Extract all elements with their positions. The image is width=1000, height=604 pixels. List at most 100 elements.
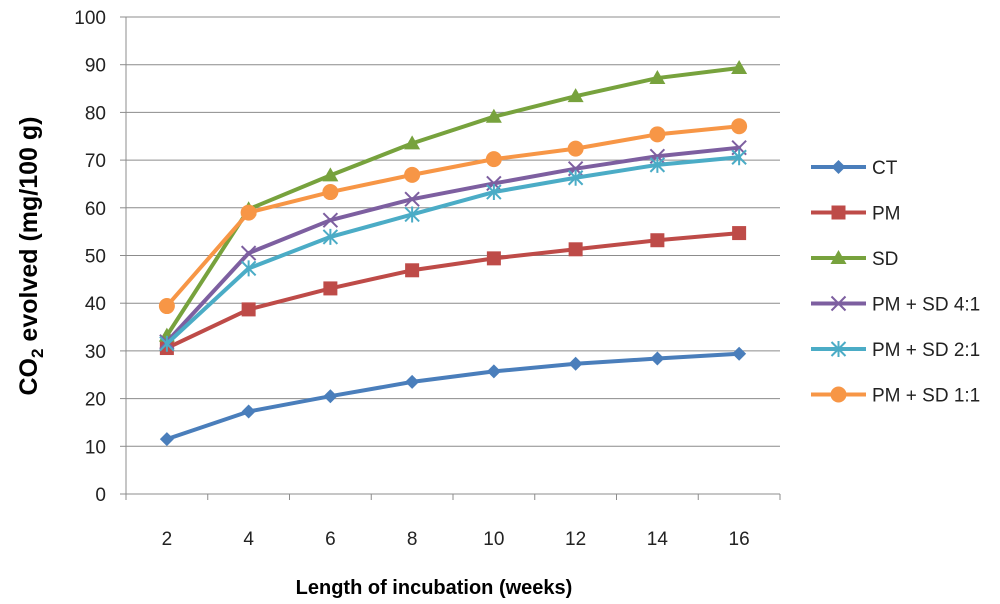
data-point (404, 166, 421, 183)
plot-series (158, 60, 748, 447)
series-pm-sd-2-1 (159, 149, 747, 352)
legend-item: PM + SD 4:1 (811, 295, 980, 316)
x-tick-label: 12 (565, 529, 586, 550)
data-point (650, 351, 665, 366)
y-tick-labels: 0 10 20 30 40 50 60 70 80 90 100 (74, 8, 106, 506)
series-pm (159, 226, 747, 356)
x-tick-label: 6 (325, 529, 336, 550)
legend-label: PM + SD 4:1 (872, 295, 980, 316)
data-point (159, 335, 175, 352)
legend-swatch-marker (830, 386, 847, 403)
data-point (650, 233, 665, 248)
y-tick-label: 60 (85, 199, 106, 220)
x-tick-label: 10 (483, 529, 504, 550)
y-tick-label: 0 (95, 485, 106, 506)
y-tick-label: 10 (85, 437, 106, 458)
data-point (240, 204, 257, 221)
y-tick-label: 30 (85, 342, 106, 363)
y-tick-label: 70 (85, 151, 106, 172)
y-axis-label-prefix: CO (15, 358, 43, 396)
data-point (404, 135, 421, 150)
x-tick-label: 2 (162, 529, 173, 550)
data-point (323, 389, 338, 404)
series-line (164, 124, 742, 309)
y-axis-label: CO2 evolved (mg/100 g) (15, 117, 47, 396)
series-pm-sd-1-1 (158, 118, 748, 315)
legend-item: PM + SD 1:1 (811, 386, 980, 407)
y-tick-label: 40 (85, 294, 106, 315)
legend-swatch-marker (831, 205, 846, 220)
data-point (568, 242, 583, 257)
x-tick-labels: 2 4 6 8 10 12 14 16 (162, 529, 750, 550)
x-tick-label: 16 (729, 529, 750, 550)
data-point (405, 263, 420, 278)
gridlines (126, 16, 780, 447)
data-point (486, 364, 501, 379)
y-axis-label-subscript: 2 (28, 349, 47, 358)
series-sd (158, 60, 748, 342)
series-line (164, 66, 742, 338)
data-point (240, 245, 257, 261)
series-line (164, 231, 742, 351)
legend-swatch-marker (830, 250, 847, 264)
data-point (322, 228, 339, 245)
y-axis-label-suffix: evolved (mg/100 g) (15, 117, 43, 349)
data-point (732, 226, 747, 241)
legend-label: PM (872, 204, 901, 225)
data-point (241, 302, 256, 317)
data-point (649, 156, 666, 173)
series-line (164, 155, 742, 346)
data-point (240, 260, 257, 277)
legend-label: PM + SD 1:1 (872, 386, 980, 407)
x-tick-label: 4 (243, 529, 254, 550)
legend: CT PM SD PM + SD 4:1 PM + SD 2:1 PM + SD 1:1 (811, 158, 980, 407)
data-point (567, 169, 584, 186)
legend-item: PM + SD 2:1 (811, 340, 980, 361)
data-point (323, 281, 338, 296)
series-line (164, 351, 742, 442)
data-point (486, 251, 501, 266)
legend-item: PM (811, 204, 901, 225)
data-point (485, 151, 502, 168)
x-tick-label: 14 (647, 529, 669, 550)
y-tick-label: 50 (85, 247, 106, 268)
y-tick-label: 90 (85, 56, 106, 77)
data-point (568, 356, 583, 371)
data-point (649, 126, 666, 143)
data-point (404, 191, 420, 207)
data-point (731, 118, 748, 135)
data-point (732, 346, 747, 361)
legend-item: SD (811, 249, 898, 270)
data-point (158, 298, 175, 315)
y-tick-label: 20 (85, 390, 106, 411)
legend-swatch-marker (830, 341, 847, 357)
data-point (241, 404, 256, 419)
data-point (159, 432, 174, 447)
legend-item: CT (811, 158, 898, 179)
x-axis-label: Length of incubation (weeks) (296, 577, 573, 599)
axes (120, 16, 781, 500)
legend-swatch-marker (830, 295, 847, 312)
series-ct (159, 346, 747, 447)
data-point (731, 60, 748, 75)
data-point (731, 149, 747, 166)
x-tick-label: 8 (407, 529, 418, 550)
data-point (404, 206, 420, 223)
data-point (567, 140, 584, 157)
series-pm-sd-4-1 (159, 139, 747, 350)
data-point (322, 212, 339, 228)
legend-swatch-marker (831, 160, 846, 174)
data-point (322, 167, 339, 182)
data-point (649, 70, 666, 85)
data-point (567, 88, 584, 103)
data-point (405, 374, 420, 389)
legend-label: SD (872, 249, 898, 270)
y-tick-label: 100 (74, 8, 106, 29)
y-tick-label: 80 (85, 103, 106, 124)
legend-label: PM + SD 2:1 (872, 340, 980, 361)
legend-label: CT (872, 158, 898, 179)
series-line (164, 145, 742, 344)
data-point (486, 184, 502, 201)
data-point (485, 108, 502, 123)
